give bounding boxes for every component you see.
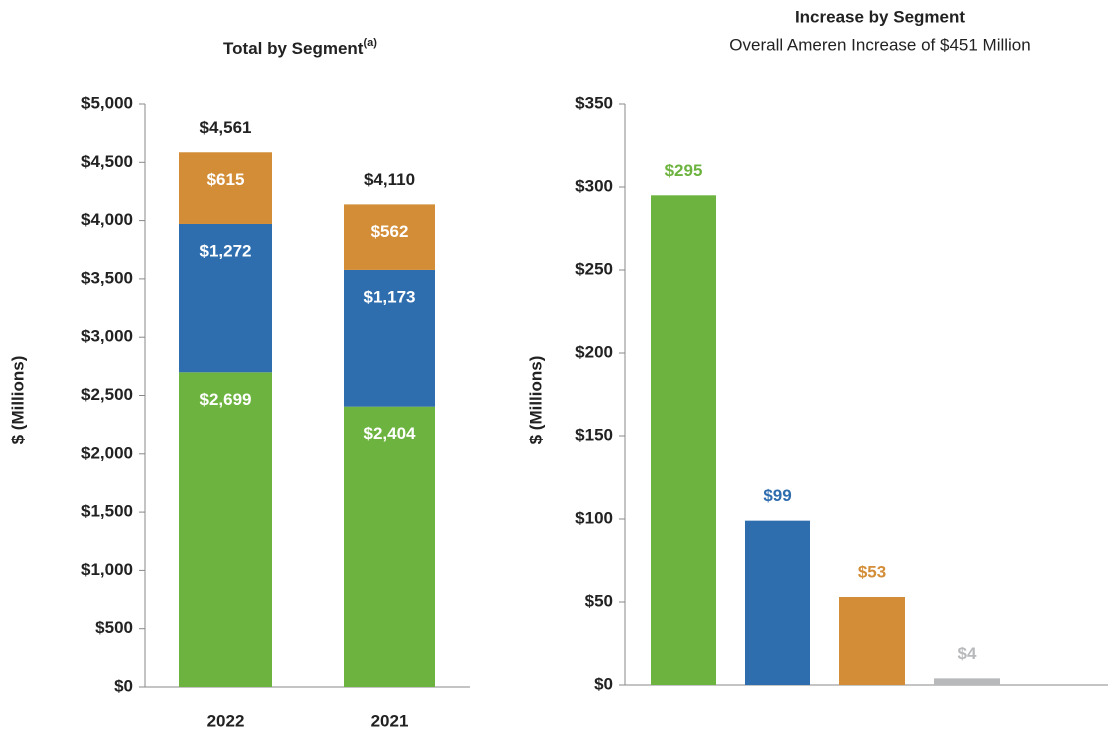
bar-segment	[179, 372, 272, 687]
y-tick-label: $100	[575, 508, 613, 527]
y-tick-label: $250	[575, 259, 613, 278]
y-tick-label: $50	[585, 591, 613, 610]
y-tick-label: $500	[95, 618, 133, 637]
y-tick-label: $1,500	[81, 502, 133, 521]
y-tick-label: $300	[575, 176, 613, 195]
y-axis-label: $ (Millions)	[8, 356, 27, 445]
chart-title: Total by Segment(a)	[223, 37, 377, 59]
value-label: $615	[207, 170, 245, 189]
y-tick-label: $200	[575, 342, 613, 361]
x-tick-label: 2021	[371, 711, 409, 730]
value-label: $99	[763, 486, 791, 505]
y-tick-label: $2,000	[81, 443, 133, 462]
bar-segment	[344, 204, 435, 270]
y-tick-label: $3,000	[81, 327, 133, 346]
total-label: $4,561	[200, 118, 252, 137]
chart-title: Increase by Segment	[795, 7, 965, 26]
value-label: $295	[665, 161, 703, 180]
value-label: $562	[371, 222, 409, 241]
bar	[651, 195, 716, 686]
y-tick-label: $4,500	[81, 152, 133, 171]
value-label: $53	[858, 563, 886, 582]
x-tick-label: 2022	[207, 711, 245, 730]
title-text: Total by Segment	[223, 39, 364, 58]
bar	[745, 520, 810, 685]
y-tick-label: $0	[594, 674, 613, 693]
y-tick-label: $4,000	[81, 210, 133, 229]
y-tick-label: $0	[114, 676, 133, 695]
y-tick-label: $5,000	[81, 93, 133, 112]
value-label: $1,272	[200, 241, 252, 260]
value-label: $2,404	[364, 424, 417, 443]
bar-segment	[179, 223, 272, 373]
value-label: $2,699	[200, 390, 252, 409]
bar-segment	[344, 269, 435, 407]
y-tick-label: $350	[575, 93, 613, 112]
bar-segment	[179, 152, 272, 224]
y-tick-label: $3,500	[81, 268, 133, 287]
value-label: $4	[958, 644, 977, 663]
total-label: $4,110	[364, 170, 415, 189]
bar	[934, 678, 1000, 685]
chart-subtitle: Overall Ameren Increase of $451 Million	[729, 35, 1030, 54]
y-tick-label: $1,000	[81, 560, 133, 579]
value-label: $1,173	[364, 287, 416, 306]
bar	[839, 597, 905, 685]
y-axis-label: $ (Millions)	[526, 356, 545, 445]
bar-segment	[344, 406, 435, 687]
title-note: (a)	[363, 37, 377, 49]
y-tick-label: $150	[575, 425, 613, 444]
y-tick-label: $2,500	[81, 385, 133, 404]
